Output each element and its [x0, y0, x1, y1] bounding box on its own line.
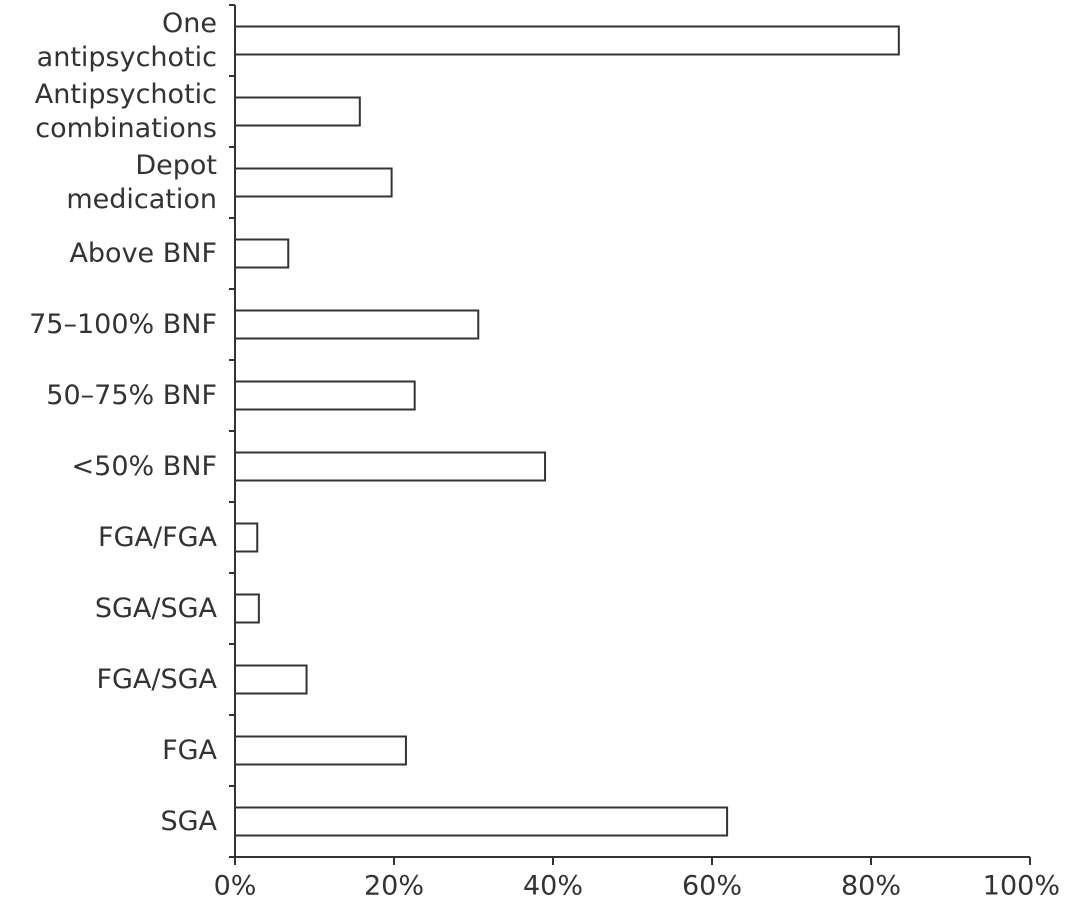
category-label: 50–75% BNF [46, 379, 217, 411]
bar [234, 593, 260, 624]
bar [234, 735, 407, 766]
category-label: <50% BNF [71, 450, 217, 482]
bar [234, 96, 361, 127]
x-tick-label: 0% [214, 871, 257, 902]
category-label: FGA/FGA [98, 521, 217, 553]
bar [234, 309, 480, 340]
x-tick-label: 20% [364, 871, 424, 902]
x-tick-label: 40% [523, 871, 583, 902]
bar [234, 806, 729, 837]
category-label: SGA [160, 805, 217, 837]
bar [234, 167, 393, 198]
x-tick-label: 60% [682, 871, 742, 902]
category-label: FGA [162, 734, 217, 766]
bar [234, 522, 259, 553]
bar [234, 451, 547, 482]
category-label: SGA/SGA [94, 592, 217, 624]
x-tick-label: 100% [983, 871, 1060, 902]
category-label: 75–100% BNF [29, 308, 217, 340]
bar [234, 664, 308, 695]
bar [234, 238, 290, 269]
x-tick-label: 80% [841, 871, 901, 902]
category-label: Depot medication [66, 149, 217, 215]
category-label: Antipsychotic combinations [34, 78, 217, 144]
category-label: Above BNF [69, 237, 217, 269]
category-label: FGA/SGA [96, 663, 217, 695]
bar [234, 380, 416, 411]
bar [234, 25, 900, 56]
category-label: One antipsychotic [36, 7, 217, 73]
